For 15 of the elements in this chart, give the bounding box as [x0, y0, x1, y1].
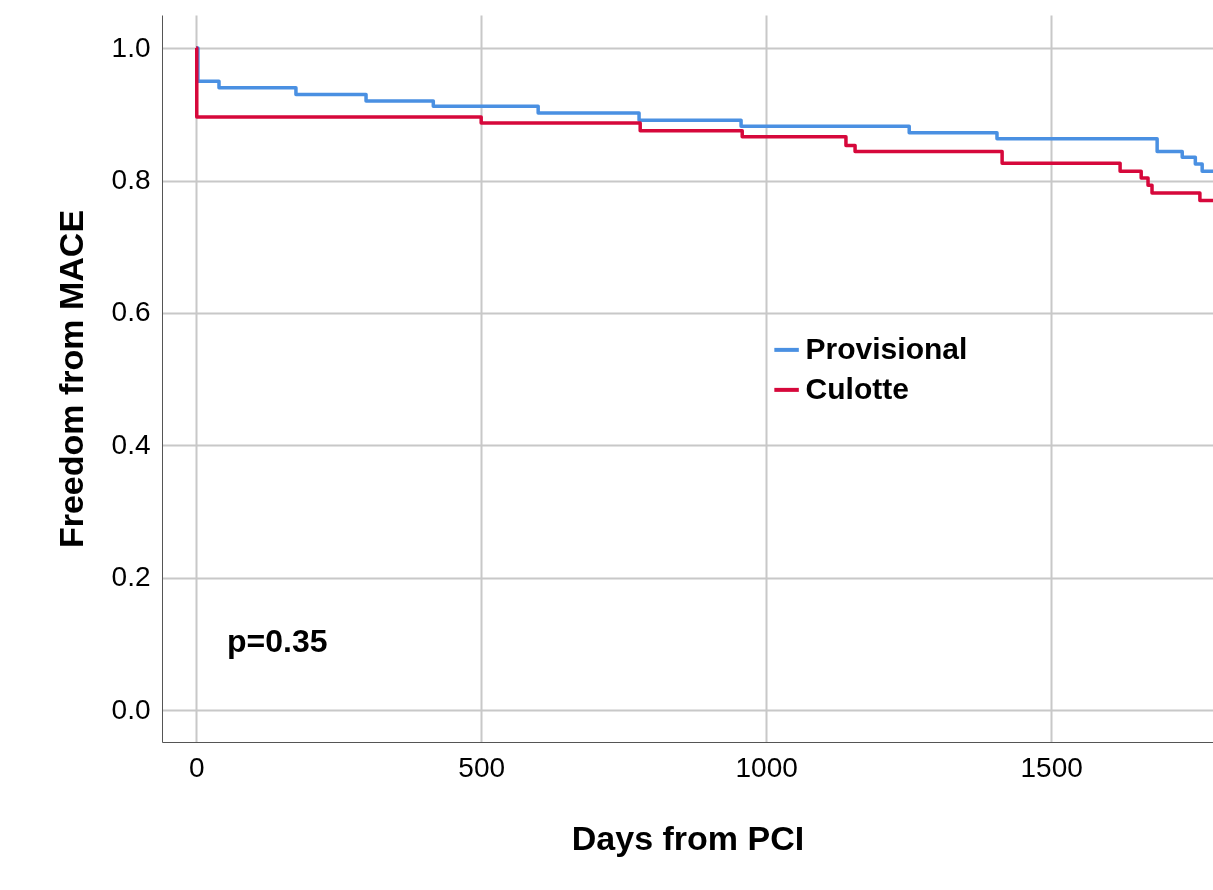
x-tick-label: 500: [458, 751, 506, 783]
annotation: p=0.35: [227, 623, 328, 659]
y-tick-label: 1.0: [111, 31, 151, 63]
y-axis-title: Freedom from MACE: [51, 209, 90, 549]
y-tick-label: 0.2: [111, 561, 151, 593]
y-tick-label: 0.8: [111, 164, 151, 196]
legend-label: Provisional: [805, 331, 968, 365]
y-tick-label: 0.0: [111, 693, 151, 725]
x-tick-label: 1000: [735, 751, 798, 783]
x-axis-title: Days from PCI: [571, 818, 805, 857]
y-tick-label: 0.4: [111, 428, 151, 460]
x-tick-label: 0: [188, 751, 205, 783]
legend-label: Culotte: [805, 371, 909, 405]
x-tick-label: 1500: [1020, 751, 1083, 783]
y-tick-label: 0.6: [111, 296, 151, 328]
